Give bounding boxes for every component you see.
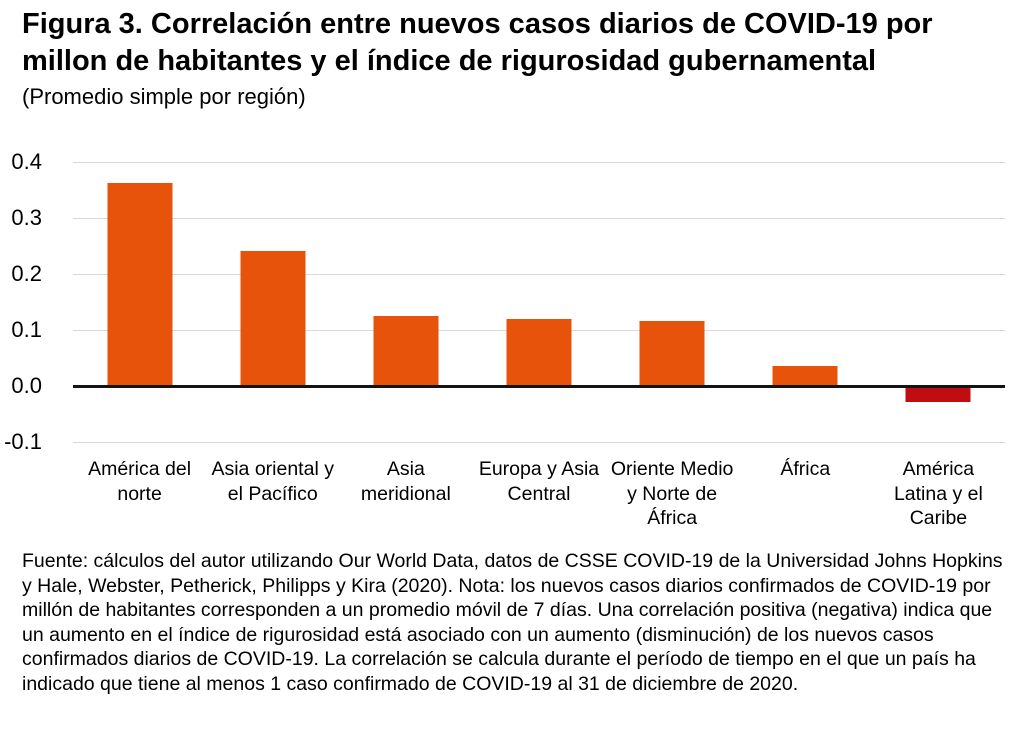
bar (639, 320, 705, 387)
y-tick-label: 0.0 (11, 373, 42, 399)
bar-column (872, 134, 1005, 459)
bar (107, 183, 173, 387)
source-note: Fuente: cálculos del autor utilizando Ou… (22, 550, 1003, 695)
bar (373, 316, 439, 387)
figure-title: Figura 3. Correlación entre nuevos casos… (22, 8, 933, 77)
bar-column (339, 134, 472, 459)
y-tick-label: 0.4 (11, 149, 42, 175)
bar-column (739, 134, 872, 459)
bars-group (73, 134, 1005, 459)
y-tick-label: 0.2 (11, 261, 42, 287)
y-axis: 0.4 0.3 0.2 0.1 0.0 -0.1 (0, 134, 58, 459)
x-axis-labels: América del norte Asia oriental y el Pacífi… (73, 457, 1005, 531)
bar (905, 386, 971, 402)
gridline (73, 273, 1005, 275)
gridline (73, 441, 1005, 443)
x-tick-label: América Latina y el Caribe (893, 458, 983, 529)
gridline (73, 161, 1005, 163)
bar-column (606, 134, 739, 459)
y-tick-label: 0.1 (11, 317, 42, 343)
bar-column (206, 134, 339, 459)
x-tick-label: Asia oriental y el Pacífico (211, 458, 334, 505)
gridline (73, 217, 1005, 219)
y-tick-label: 0.3 (11, 205, 42, 231)
y-tick-label: -0.1 (4, 429, 42, 455)
bar (772, 365, 838, 387)
x-tick-label: Asia meridional (360, 458, 451, 505)
bar-column (472, 134, 605, 459)
bar (506, 318, 572, 387)
bar-column (73, 134, 206, 459)
x-tick-label: América del norte (88, 458, 192, 505)
x-tick-label: Oriente Medio y Norte de África (610, 458, 734, 529)
x-tick-label: Europa y Asia Central (478, 458, 600, 505)
figure-subtitle: (Promedio simple por región) (22, 84, 306, 109)
plot-area (73, 134, 1005, 459)
zero-axis-line (73, 384, 1005, 388)
x-tick-label: África (780, 458, 831, 480)
bar (240, 250, 306, 387)
